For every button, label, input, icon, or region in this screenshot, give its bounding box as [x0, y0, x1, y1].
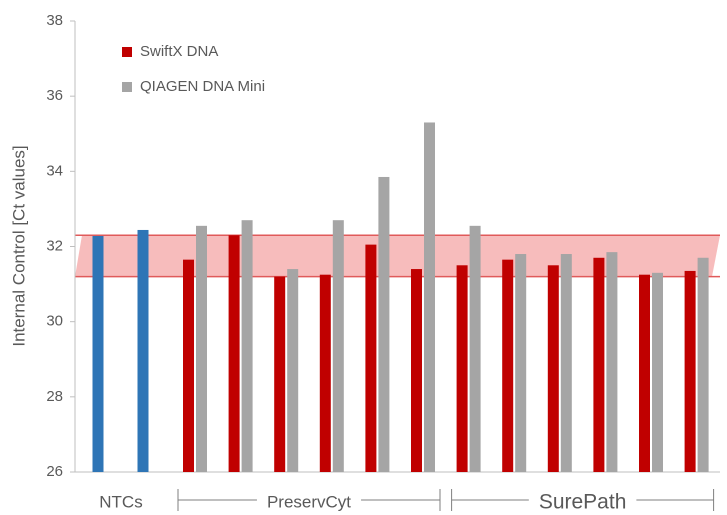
y-axis-label: Internal Control [Ct values]	[9, 145, 28, 346]
bar	[502, 259, 514, 472]
legend-swatch	[122, 82, 132, 92]
y-tick-label: 26	[46, 463, 63, 480]
bar	[515, 254, 527, 472]
bar	[183, 259, 194, 472]
group-label: PreservCyt	[267, 492, 351, 511]
bar	[241, 220, 253, 472]
bar	[560, 254, 572, 472]
bar	[228, 235, 240, 472]
y-tick-label: 36	[46, 87, 63, 104]
bar	[378, 176, 390, 473]
bar	[332, 220, 344, 472]
bar	[639, 274, 650, 472]
bar	[424, 122, 435, 472]
y-tick-label: 28	[46, 388, 63, 405]
group-label: SurePath	[539, 491, 627, 514]
bar	[469, 225, 481, 472]
legend-label: QIAGEN DNA Mini	[140, 78, 265, 95]
bar	[697, 257, 709, 472]
bar	[196, 225, 207, 472]
bar	[593, 257, 605, 472]
bar	[92, 235, 104, 472]
bar	[365, 244, 377, 472]
bar	[456, 265, 468, 472]
reference-band	[75, 235, 720, 277]
bar	[652, 272, 663, 472]
bar	[274, 276, 286, 472]
bar	[606, 252, 618, 472]
bar	[411, 269, 422, 472]
bar	[547, 265, 559, 472]
legend-label: SwiftX DNA	[140, 43, 218, 60]
y-tick-label: 34	[46, 162, 63, 179]
y-tick-label: 32	[46, 237, 63, 254]
bar	[137, 229, 149, 472]
group-label: NTCs	[99, 492, 142, 511]
bar	[319, 274, 331, 472]
legend-swatch	[122, 47, 132, 57]
bar	[684, 270, 696, 472]
y-tick-label: 30	[46, 313, 63, 330]
y-tick-label: 38	[46, 12, 63, 29]
bar	[287, 269, 299, 472]
